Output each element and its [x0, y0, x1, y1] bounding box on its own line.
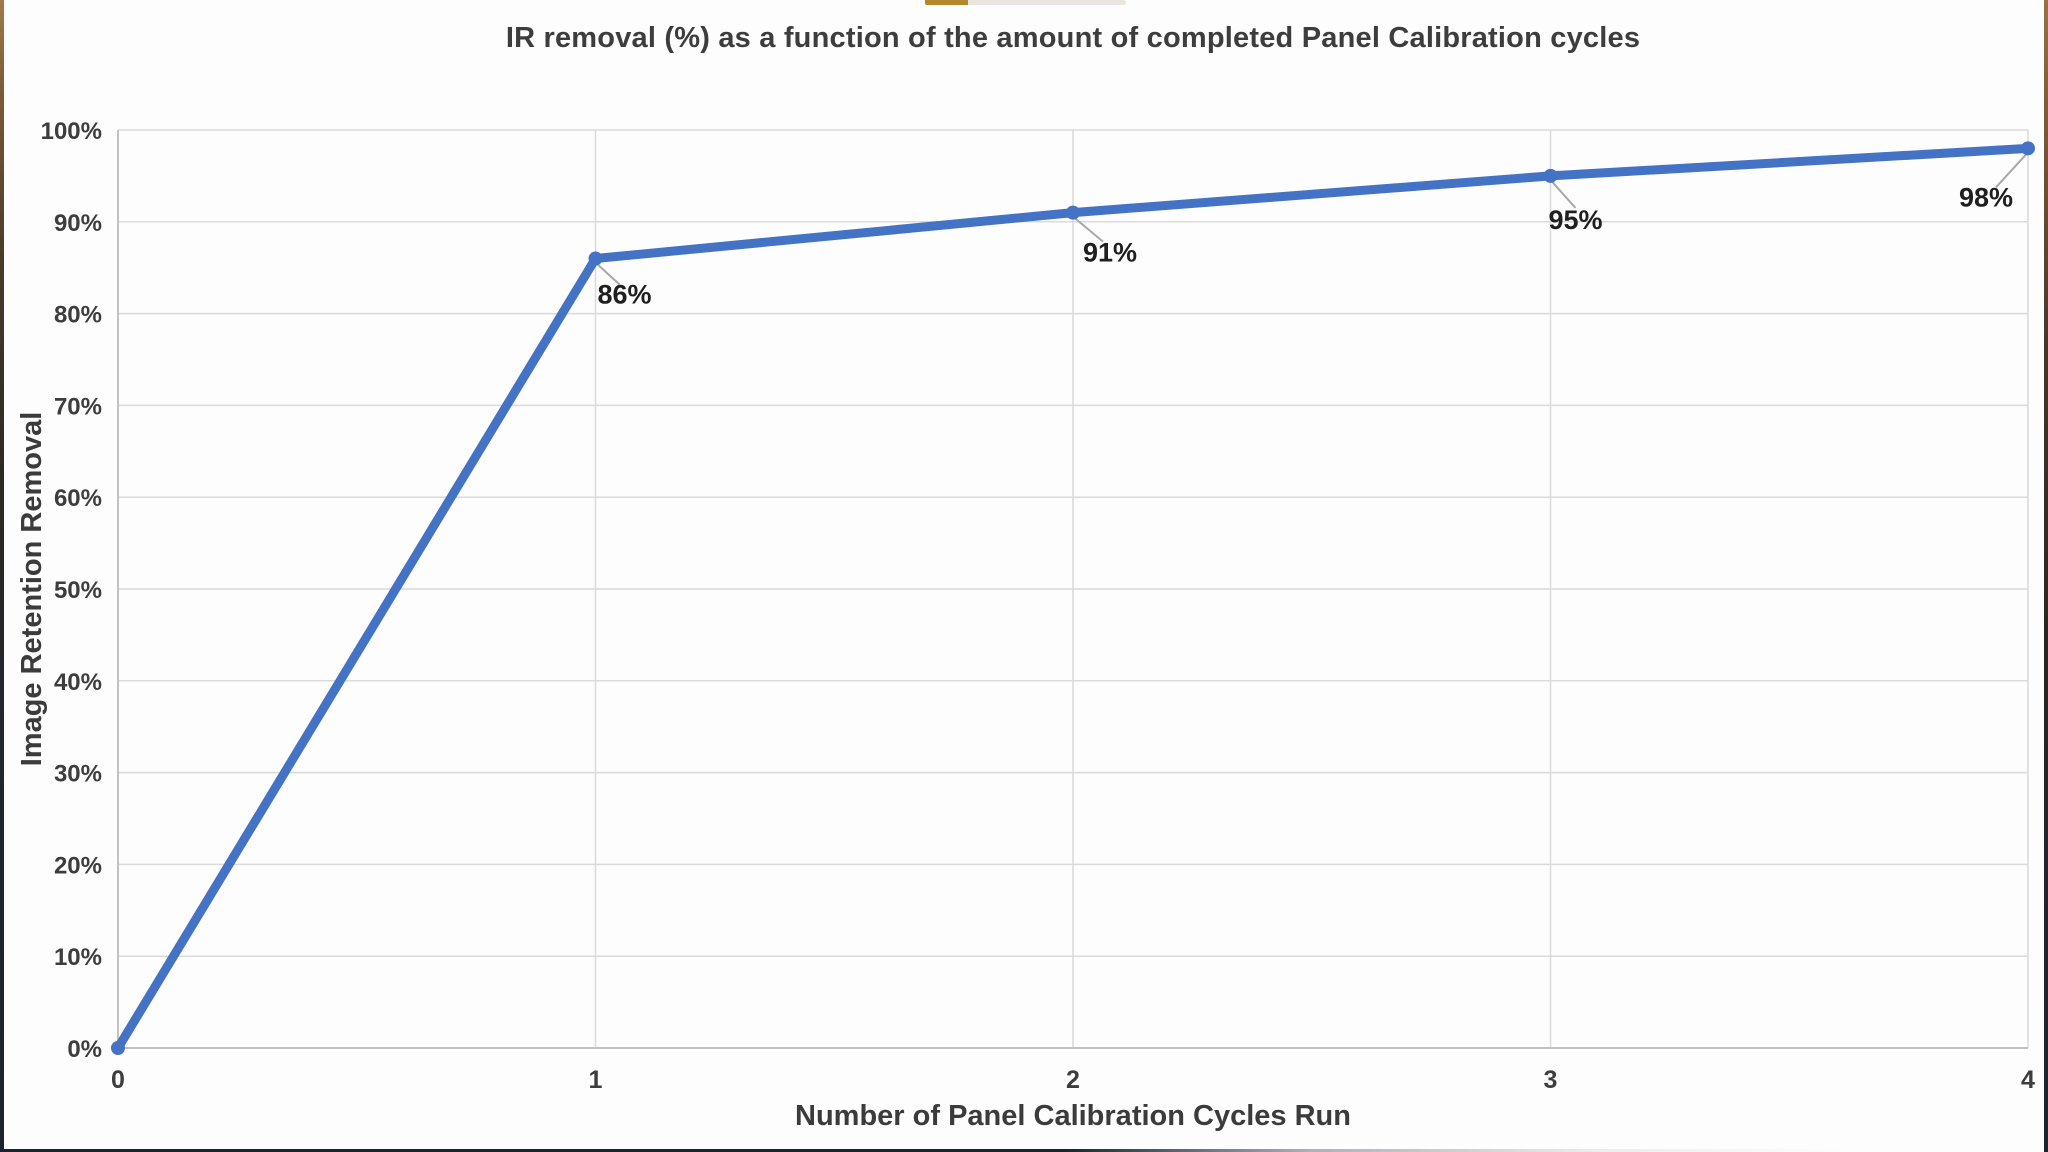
y-tick-label: 50%	[54, 577, 102, 604]
y-tick-label: 40%	[54, 669, 102, 696]
data-point-label: 98%	[1959, 182, 2013, 212]
bottom-edge-line	[0, 1149, 2048, 1152]
x-tick-label: 2	[1066, 1066, 1080, 1094]
data-point-label: 95%	[1548, 205, 1602, 235]
data-point-label: 91%	[1083, 238, 1137, 268]
data-point-marker	[588, 251, 603, 266]
top-progress-fill	[925, 0, 968, 5]
y-tick-label: 10%	[54, 944, 102, 971]
y-tick-label: 100%	[41, 118, 102, 145]
x-tick-label: 4	[2021, 1066, 2035, 1094]
data-point-marker	[2021, 141, 2035, 156]
left-edge-sliver	[0, 0, 4, 1152]
y-tick-label: 70%	[54, 393, 102, 420]
top-progress-track	[968, 0, 1126, 5]
y-tick-label: 60%	[54, 485, 102, 512]
leader-line	[594, 261, 621, 286]
top-progress-bar	[925, 0, 1126, 5]
chart-title: IR removal (%) as a function of the amou…	[505, 22, 1641, 54]
data-point-label: 86%	[597, 280, 651, 310]
y-tick-label: 20%	[54, 852, 102, 879]
y-tick-label: 90%	[54, 210, 102, 237]
data-point-marker	[111, 1041, 125, 1055]
x-tick-label: 0	[111, 1066, 125, 1094]
y-tick-label: 80%	[54, 302, 102, 329]
data-point-marker	[1066, 205, 1080, 220]
x-axis-title: Number of Panel Calibration Cycles Run	[795, 1100, 1351, 1132]
y-tick-label: 30%	[54, 761, 102, 788]
leader-line	[1072, 215, 1104, 243]
leader-line	[1995, 151, 2029, 189]
x-tick-label: 3	[1544, 1066, 1558, 1094]
data-point-marker	[1543, 168, 1558, 183]
right-edge-sliver	[2044, 0, 2048, 1152]
y-tick-label: 0%	[67, 1036, 102, 1063]
leader-line	[1549, 179, 1577, 209]
x-tick-label: 1	[589, 1066, 603, 1094]
